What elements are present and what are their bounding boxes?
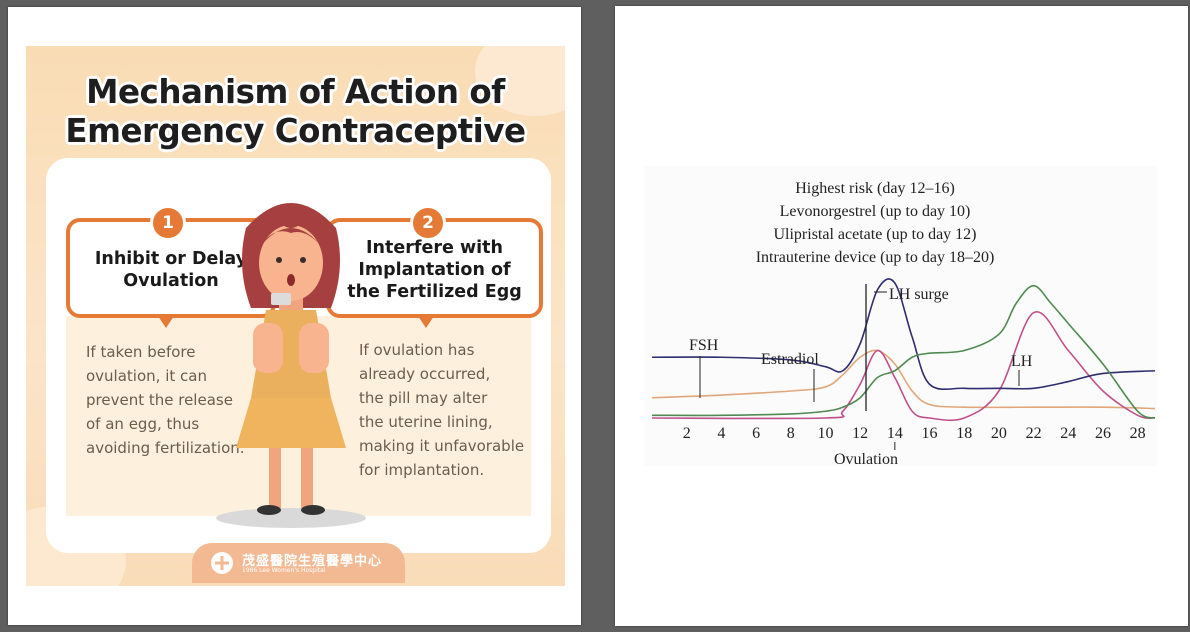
series-line-lh: [651, 278, 1156, 391]
point1-heading-line1: Inhibit or Delay: [94, 249, 248, 269]
chart-header-line: Levonorgestrel (up to day 10): [780, 203, 971, 220]
x-tick-label: 2: [683, 425, 691, 442]
series-line-progesterone: [651, 284, 1156, 419]
point2-desc-line: for implantation.: [359, 461, 485, 479]
point1-heading-line2: Ovulation: [123, 271, 219, 291]
x-tick-label: 24: [1060, 425, 1076, 442]
bubble-tail: [418, 316, 434, 328]
hospital-name: 茂盛醫院生殖醫學中心: [242, 554, 383, 569]
x-tick-label: 26: [1095, 425, 1111, 442]
point1-desc-line: prevent the release: [86, 391, 233, 409]
point2-description: If ovulation has already occurred, the p…: [359, 338, 539, 482]
point2-desc-line: If ovulation has: [359, 341, 475, 359]
point1-heading: Inhibit or Delay Ovulation: [70, 248, 272, 292]
point1-description: If taken before ovulation, it can preven…: [86, 340, 256, 460]
point2-desc-line: the uterine lining,: [359, 413, 493, 431]
content-card: 1 Inhibit or Delay Ovulation 2 Interfere…: [46, 158, 551, 553]
x-axis: 2 4 6 8 10 12 14 16 18 20 22 24 26 28: [683, 425, 1146, 450]
point1-desc-line: ovulation, it can: [86, 367, 207, 385]
series-line-estradiol: [651, 311, 1156, 422]
x-tick-label: 16: [922, 425, 938, 442]
ovulation-label: Ovulation: [834, 451, 898, 466]
annotation-fsh: FSH: [689, 337, 719, 354]
x-tick-label: 28: [1130, 425, 1146, 442]
chart-header-line: Highest risk (day 12–16): [795, 180, 955, 197]
x-tick-label: 10: [817, 425, 833, 442]
x-tick-label: 12: [852, 425, 868, 442]
hospital-logo-icon: [211, 552, 233, 574]
x-tick-label: 18: [956, 425, 972, 442]
point1-desc-line: avoiding fertilization.: [86, 439, 245, 457]
point2-bubble: 2 Interfere with Implantation of the Fer…: [326, 205, 543, 328]
series-line-fsh: [651, 349, 1156, 410]
point1-desc-line: of an egg, thus: [86, 415, 200, 433]
x-tick-label: 8: [787, 425, 795, 442]
chart-header-line: Intrauterine device (up to day 18–20): [756, 249, 995, 266]
annotation-estradiol: Estradiol: [761, 351, 819, 368]
poster-title-line2: Emergency Contraceptive: [65, 112, 526, 150]
hormone-chart: Highest risk (day 12–16) Levonorgestrel …: [645, 166, 1157, 468]
poster-title-line1: Mechanism of Action of: [86, 73, 505, 111]
point1-desc-line: If taken before: [86, 343, 196, 361]
x-tick-label: 14: [887, 425, 903, 442]
document-page-left: Mechanism of Action of Emergency Contrac…: [8, 7, 581, 625]
series-layer: [651, 278, 1156, 422]
hospital-logo-bar: 茂盛醫院生殖醫學中心 1986 Lee Women's Hospital: [192, 543, 405, 583]
annotation-lh-surge: LH surge: [889, 286, 949, 303]
x-tick-label: 6: [752, 425, 760, 442]
point2-desc-line: already occurred,: [359, 365, 491, 383]
x-tick-label: 20: [991, 425, 1007, 442]
point2-heading-line3: the Fertilized Egg: [347, 282, 522, 302]
point2-heading-line2: Implantation of: [358, 260, 511, 280]
x-tick-label: 22: [1026, 425, 1042, 442]
hospital-subtitle: 1986 Lee Women's Hospital: [242, 567, 326, 574]
point1-number-badge: 1: [150, 205, 186, 241]
x-tick-label: 4: [717, 425, 725, 442]
point2-number-badge: 2: [410, 205, 446, 241]
point2-desc-line: making it unfavorable: [359, 437, 525, 455]
point2-desc-line: the pill may alter: [359, 389, 488, 407]
point2-heading-line1: Interfere with: [366, 238, 503, 258]
girl-illustration: [216, 203, 366, 528]
bubble-tail: [158, 316, 174, 328]
chart-svg: Highest risk (day 12–16) Levonorgestrel …: [651, 180, 1156, 468]
document-page-right: Highest risk (day 12–16) Levonorgestrel …: [615, 6, 1188, 626]
infographic-poster: Mechanism of Action of Emergency Contrac…: [26, 46, 565, 586]
point2-heading: Interfere with Implantation of the Ferti…: [330, 237, 539, 303]
annotation-lh: LH: [1011, 353, 1033, 370]
chart-header-line: Ulipristal acetate (up to day 12): [773, 226, 976, 243]
